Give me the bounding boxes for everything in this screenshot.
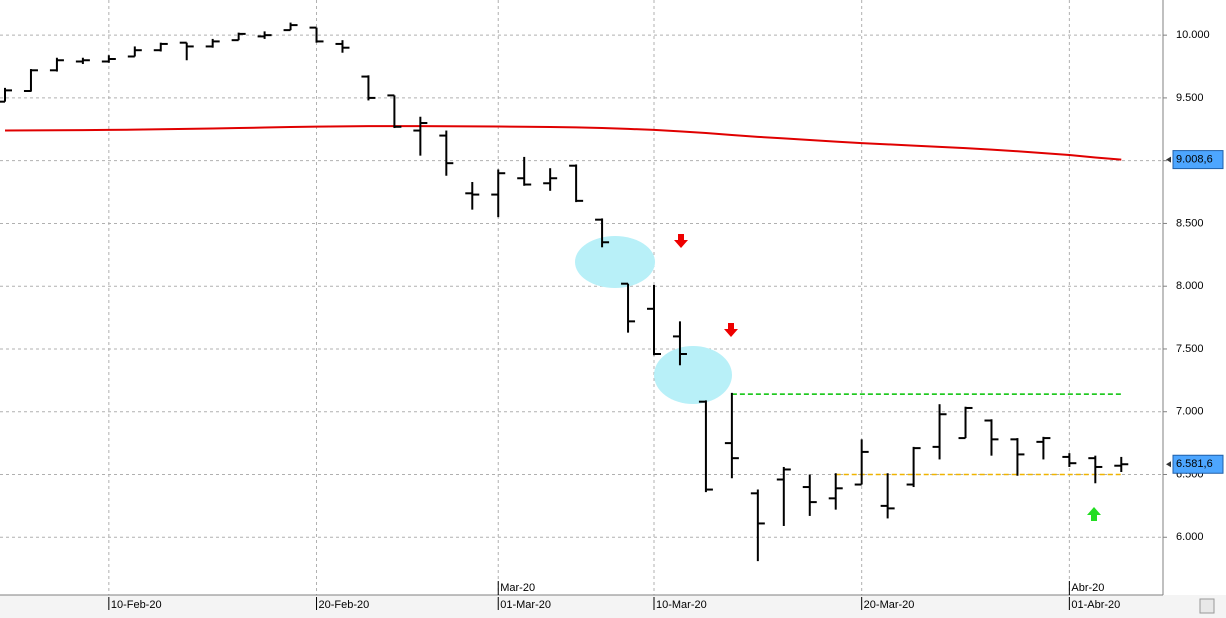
- y-tick-label: 8.500: [1176, 217, 1204, 229]
- up-arrow: [1087, 507, 1101, 521]
- price-tag-label: 9.008,6: [1176, 154, 1213, 166]
- y-tick-label: 9.500: [1176, 92, 1204, 104]
- y-tick-label: 8.000: [1176, 280, 1204, 292]
- x-tick-label: 20-Feb-20: [319, 599, 370, 611]
- y-tick-label: 7.500: [1176, 343, 1204, 355]
- price-tag: [1172, 150, 1224, 170]
- y-tick-label: 10.000: [1176, 29, 1210, 41]
- down-arrow: [674, 234, 688, 248]
- price-tag-pointer: [1166, 461, 1171, 468]
- x-tick-label: 20-Mar-20: [864, 599, 915, 611]
- highlight-ellipse: [575, 236, 655, 288]
- x-tick-label: 01-Abr-20: [1071, 599, 1120, 611]
- month-label: Abr-20: [1071, 582, 1104, 594]
- x-axis-strip: [0, 595, 1226, 618]
- highlight-ellipse: [654, 346, 732, 404]
- x-tick-label: 10-Mar-20: [656, 599, 707, 611]
- corner-icon[interactable]: [1199, 598, 1215, 614]
- x-tick-label: 01-Mar-20: [500, 599, 551, 611]
- price-tag: [1172, 454, 1224, 474]
- y-tick-label: 6.000: [1176, 531, 1204, 543]
- price-tag-label: 6.581,6: [1176, 458, 1213, 470]
- annotations: [575, 234, 1101, 521]
- x-tick-label: 10-Feb-20: [111, 599, 162, 611]
- price-tag-pointer: [1166, 156, 1171, 163]
- level-line: [4, 125, 1122, 161]
- month-label: Mar-20: [500, 582, 535, 594]
- y-tick-label: 7.000: [1176, 406, 1204, 418]
- down-arrow: [724, 323, 738, 337]
- grid: [0, 0, 1163, 595]
